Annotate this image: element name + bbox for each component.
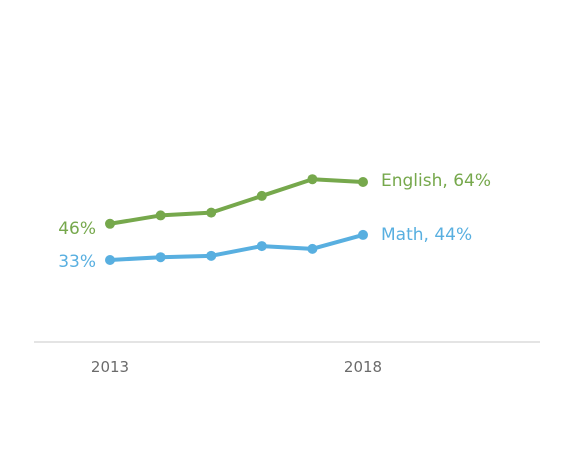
english-start-label: 46% <box>58 219 96 239</box>
english-data-point <box>155 210 166 221</box>
x-tick-label: 2013 <box>91 358 129 376</box>
math-series-line <box>109 233 364 262</box>
math-data-point <box>105 255 115 265</box>
english-series-line <box>109 177 364 226</box>
math-data-point <box>155 252 166 263</box>
x-tick-label: 2018 <box>344 358 382 376</box>
math-data-point <box>206 250 217 261</box>
series-layer <box>105 174 368 265</box>
english-data-point <box>307 174 318 185</box>
english-data-point <box>206 207 217 218</box>
x-tick-labels: 2013 2018 <box>91 358 382 376</box>
english-data-point <box>256 190 267 201</box>
math-end-label: Math, 44% <box>381 225 472 245</box>
math-data-point <box>307 243 318 254</box>
english-end-label: English, 64% <box>381 171 491 191</box>
math-data-point <box>256 241 267 252</box>
english-data-point <box>358 177 368 187</box>
math-data-point <box>358 229 368 240</box>
english-data-point <box>105 218 115 229</box>
math-start-label: 33% <box>58 252 96 272</box>
